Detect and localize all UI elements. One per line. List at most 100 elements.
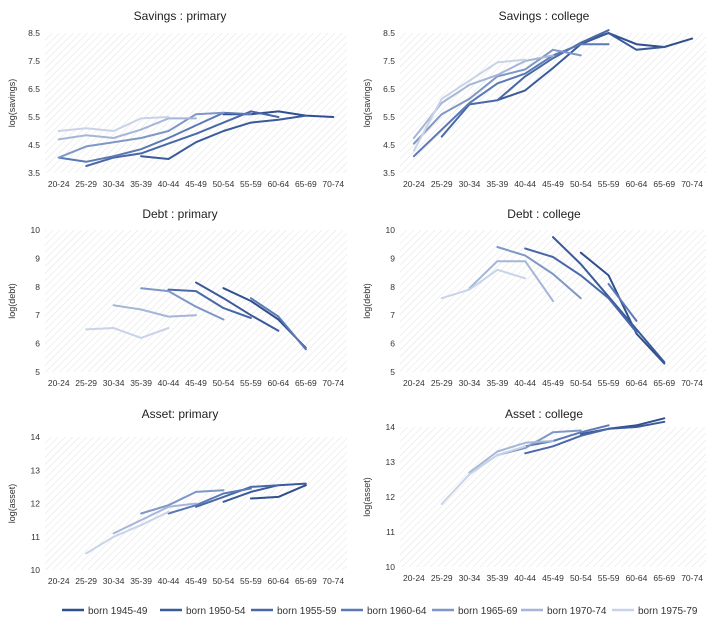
y-tick-label: 7.5 <box>28 56 40 66</box>
x-tick-label: 30-34 <box>103 378 125 388</box>
y-tick-label: 11 <box>31 532 40 542</box>
series-line <box>412 48 582 145</box>
x-tick-label: 40-44 <box>158 378 180 388</box>
x-tick-label: 35-39 <box>486 573 508 583</box>
x-tick-label: 60-64 <box>626 179 648 189</box>
series-line <box>440 29 610 138</box>
series-line <box>249 297 307 351</box>
x-tick-label: 55-59 <box>240 576 262 586</box>
x-tick-label: 40-44 <box>158 179 180 189</box>
chart-panel: Debt : primary 5 6 7 8 9 10 log(debt) 20-24 25-29… <box>7 207 347 388</box>
chart-panel: Savings : primary 3.5 4.5 5.5 6.5 7.5 8.5 log(s… <box>7 9 347 189</box>
x-tick-label: 50-54 <box>213 378 235 388</box>
y-axis-label: log(savings) <box>7 79 17 128</box>
series-line <box>140 287 225 321</box>
x-tick-label: 45-49 <box>185 179 207 189</box>
legend: born 1945-49 born 1950-54 born 1955-59 born… <box>62 606 698 617</box>
x-tick-label: 25-29 <box>75 378 97 388</box>
x-tick-label: 40-44 <box>514 573 536 583</box>
y-tick-label: 7 <box>35 310 40 320</box>
x-tick-label: 35-39 <box>130 179 152 189</box>
y-tick-label: 14 <box>31 432 41 442</box>
x-tick-label: 55-59 <box>240 179 262 189</box>
series-line <box>112 304 197 318</box>
x-tick-label: 60-64 <box>626 378 648 388</box>
y-axis-label: log(savings) <box>362 79 372 128</box>
y-tick-label: 13 <box>31 465 41 475</box>
series-line <box>112 502 197 535</box>
y-tick-label: 3.5 <box>383 168 395 178</box>
x-tick-label: 35-39 <box>486 179 508 189</box>
x-tick-label: 50-54 <box>213 576 235 586</box>
chart-panel: Asset: primary 10 11 12 13 14 log(asset) 20-24 2… <box>7 407 347 586</box>
y-tick-label: 5.5 <box>28 112 40 122</box>
x-tick-label: 45-49 <box>185 378 207 388</box>
y-tick-label: 8.5 <box>383 28 395 38</box>
chart-title: Savings : college <box>499 9 590 23</box>
x-tick-label: 30-34 <box>459 378 481 388</box>
x-tick-label: 45-49 <box>542 573 564 583</box>
chart-title: Debt : primary <box>142 207 217 221</box>
x-tick-label: 70-74 <box>322 378 344 388</box>
x-tick-label: 60-64 <box>267 378 289 388</box>
x-tick-label: 60-64 <box>267 179 289 189</box>
y-tick-label: 3.5 <box>28 168 40 178</box>
x-tick-label: 30-34 <box>459 573 481 583</box>
x-tick-label: 65-69 <box>653 378 675 388</box>
y-tick-label: 13 <box>386 457 396 467</box>
y-axis-label: log(debt) <box>362 283 372 319</box>
series-line <box>552 236 666 364</box>
x-tick-label: 25-29 <box>75 576 97 586</box>
legend-label: born 1955-59 <box>277 606 337 617</box>
x-tick-label: 20-24 <box>403 573 425 583</box>
x-tick-label: 70-74 <box>322 576 344 586</box>
series-line <box>412 58 527 152</box>
y-axis-label: log(debt) <box>7 283 17 319</box>
y-tick-label: 8.5 <box>28 28 40 38</box>
series-line <box>524 247 638 334</box>
x-tick-label: 65-69 <box>295 378 317 388</box>
series-line <box>412 43 610 158</box>
series-line <box>440 268 527 300</box>
x-tick-label: 40-44 <box>514 179 536 189</box>
x-tick-label: 50-54 <box>570 378 592 388</box>
series-line <box>607 283 638 322</box>
plot-area <box>400 427 706 567</box>
x-tick-label: 50-54 <box>213 179 235 189</box>
x-tick-label: 50-54 <box>570 179 592 189</box>
y-tick-label: 9 <box>390 253 395 263</box>
y-tick-label: 8 <box>35 282 40 292</box>
y-tick-label: 10 <box>31 565 41 575</box>
x-tick-label: 70-74 <box>681 179 703 189</box>
series-line <box>468 260 554 302</box>
plot-area <box>45 230 347 372</box>
y-tick-label: 6.5 <box>28 84 40 94</box>
y-tick-label: 9 <box>35 253 40 263</box>
x-tick-label: 20-24 <box>48 378 70 388</box>
y-tick-label: 5.5 <box>383 112 395 122</box>
series-line <box>57 117 197 141</box>
y-tick-label: 5 <box>35 367 40 377</box>
series-line <box>195 281 280 332</box>
chart-title: Asset : college <box>505 407 583 421</box>
chart-title: Debt : college <box>507 207 581 221</box>
y-tick-label: 12 <box>31 499 41 509</box>
x-tick-label: 40-44 <box>514 378 536 388</box>
series-line <box>57 111 252 163</box>
y-tick-label: 8 <box>390 282 395 292</box>
y-tick-label: 10 <box>386 225 396 235</box>
x-tick-label: 65-69 <box>653 179 675 189</box>
x-tick-label: 30-34 <box>103 179 125 189</box>
x-tick-label: 35-39 <box>130 378 152 388</box>
x-tick-label: 70-74 <box>322 179 344 189</box>
y-tick-label: 10 <box>386 562 396 572</box>
y-axis-label: log(asset) <box>362 477 372 517</box>
chart-title: Asset: primary <box>142 407 219 421</box>
x-tick-label: 55-59 <box>598 179 620 189</box>
x-tick-label: 65-69 <box>295 576 317 586</box>
series-line <box>579 251 666 365</box>
x-tick-label: 70-74 <box>681 573 703 583</box>
legend-label: born 1950-54 <box>186 606 246 617</box>
